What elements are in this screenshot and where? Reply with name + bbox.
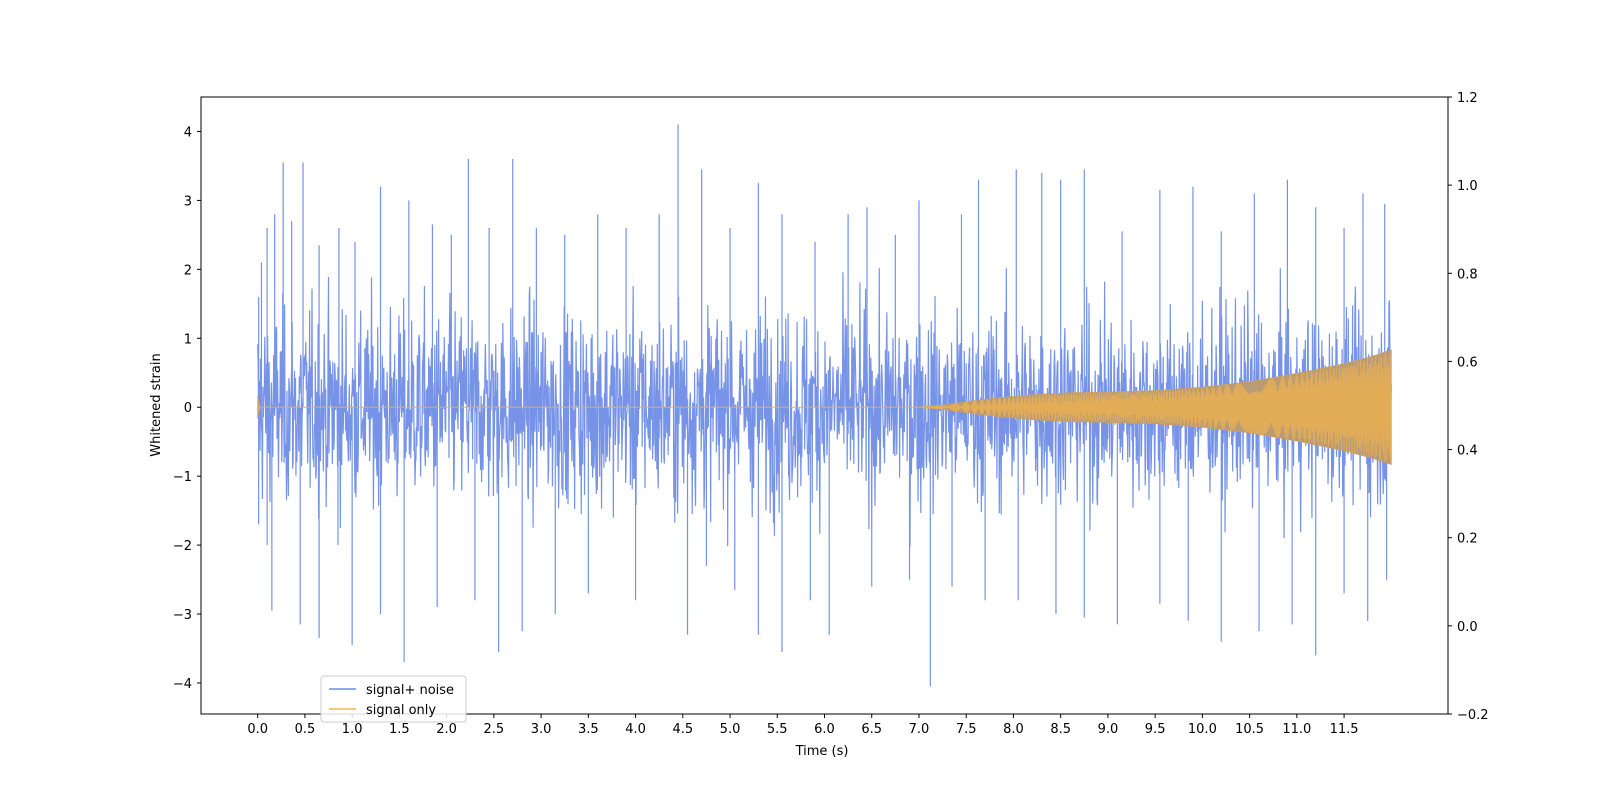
x-tick-label: 6.0 xyxy=(814,722,835,737)
y2-tick-label: −0.2 xyxy=(1457,708,1489,723)
legend-label-signal-only: signal only xyxy=(366,703,436,718)
x-tick-label: 6.5 xyxy=(861,722,882,737)
y2-tick-label: 1.2 xyxy=(1457,91,1478,106)
y2-tick-label: 0.6 xyxy=(1457,355,1478,370)
y-axis-right: −0.2 0.0 0.2 0.4 0.6 0.8 1.0 1.2 xyxy=(1448,91,1489,723)
y2-tick-label: 0.0 xyxy=(1457,620,1478,635)
x-tick-label: 9.0 xyxy=(1098,722,1119,737)
legend: signal+ noise signal only xyxy=(320,675,467,723)
y2-tick-label: 0.2 xyxy=(1457,532,1478,547)
y2-tick-label: 1.0 xyxy=(1457,179,1478,194)
y-tick-label: 2 xyxy=(184,263,192,278)
y-axis-label: Whitened strain xyxy=(149,353,164,456)
x-tick-label: 10.5 xyxy=(1235,722,1264,737)
x-tick-label: 1.5 xyxy=(389,722,410,737)
y2-tick-label: 0.4 xyxy=(1457,444,1478,459)
x-tick-label: 11.0 xyxy=(1282,722,1311,737)
x-tick-label: 9.5 xyxy=(1145,722,1166,737)
legend-label-signal-noise: signal+ noise xyxy=(366,683,454,698)
y-tick-label: −4 xyxy=(173,677,192,692)
x-tick-label: 7.0 xyxy=(909,722,930,737)
x-tick-label: 8.5 xyxy=(1050,722,1071,737)
series-signal-only-oscillation xyxy=(257,349,1392,464)
y2-tick-label: 0.8 xyxy=(1457,267,1478,282)
x-tick-label: 7.5 xyxy=(956,722,977,737)
x-tick-label: 11.5 xyxy=(1330,722,1359,737)
x-tick-label: 4.5 xyxy=(672,722,693,737)
y-tick-label: 4 xyxy=(184,125,192,140)
legend-box xyxy=(320,675,467,723)
y-axis-left: −4 −3 −2 −1 0 1 2 3 4 xyxy=(173,125,201,692)
x-tick-label: 5.5 xyxy=(767,722,788,737)
x-tick-label: 3.0 xyxy=(531,722,552,737)
x-tick-label: 0.5 xyxy=(295,722,316,737)
x-tick-label: 0.0 xyxy=(247,722,268,737)
x-tick-label: 5.0 xyxy=(720,722,741,737)
y-tick-label: −1 xyxy=(173,470,192,485)
x-axis: 0.0 0.5 1.0 1.5 2.0 2.5 3.0 3.5 4.0 4.5 5.0 5.5 6.0 6… xyxy=(247,714,1359,737)
x-tick-label: 1.0 xyxy=(342,722,363,737)
x-tick-label: 2.0 xyxy=(436,722,457,737)
x-axis-label: Time (s) xyxy=(795,744,849,759)
x-tick-label: 2.5 xyxy=(484,722,505,737)
y-tick-label: 3 xyxy=(184,194,192,209)
y-tick-label: −2 xyxy=(173,539,192,554)
y-tick-label: 1 xyxy=(184,332,192,347)
plot-area xyxy=(257,124,1392,687)
series-signal-noise xyxy=(257,124,1392,687)
x-tick-label: 3.5 xyxy=(578,722,599,737)
x-tick-label: 10.0 xyxy=(1188,722,1217,737)
x-tick-label: 4.0 xyxy=(625,722,646,737)
y-tick-label: 0 xyxy=(184,401,192,416)
x-tick-label: 8.0 xyxy=(1003,722,1024,737)
y-tick-label: −3 xyxy=(173,608,192,623)
